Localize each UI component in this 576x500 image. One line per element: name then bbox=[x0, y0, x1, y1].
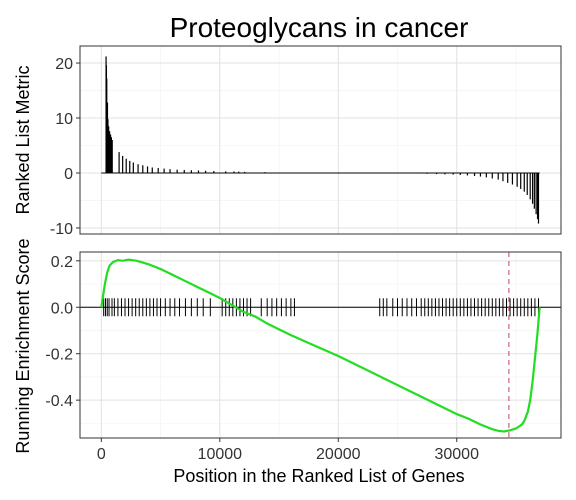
y-tick-label: 20 bbox=[55, 56, 73, 73]
bottom-y-axis-label: Running Enrichment Score bbox=[13, 238, 33, 453]
x-axis-label: Position in the Ranked List of Genes bbox=[173, 466, 464, 486]
x-tick-label: 20000 bbox=[316, 446, 361, 463]
top-y-axis-label: Ranked List Metric bbox=[13, 65, 33, 214]
bottom-panel-background bbox=[80, 252, 561, 438]
x-ticks: 0 10000 20000 30000 bbox=[97, 438, 479, 463]
ranked-metric-bars bbox=[105, 56, 540, 224]
y-tick-label: -10 bbox=[50, 221, 73, 238]
y-tick-label: 0 bbox=[64, 166, 73, 183]
gene-hit-ticks bbox=[103, 298, 539, 317]
top-panel-border bbox=[79, 45, 562, 235]
running-enrichment-line bbox=[100, 258, 541, 433]
y-tick-label: 0.2 bbox=[51, 254, 73, 271]
x-tick-label: 0 bbox=[97, 446, 106, 463]
y-tick-label: 10 bbox=[55, 111, 73, 128]
top-panel-background bbox=[80, 46, 561, 234]
y-tick-label: -0.2 bbox=[45, 347, 73, 364]
top-panel: -10 0 10 20 bbox=[50, 45, 562, 238]
bottom-panel: -0.4 -0.2 0.0 0.2 0 10000 20000 30000 bbox=[45, 251, 562, 463]
bottom-panel-border bbox=[79, 251, 562, 439]
x-tick-label: 30000 bbox=[434, 446, 479, 463]
x-tick-label: 10000 bbox=[198, 446, 243, 463]
chart-title: Proteoglycans in cancer bbox=[170, 12, 469, 43]
y-tick-label: 0.0 bbox=[51, 300, 73, 317]
y-tick-label: -0.4 bbox=[45, 393, 73, 410]
top-y-ticks: -10 0 10 20 bbox=[50, 56, 80, 238]
bottom-y-ticks: -0.4 -0.2 0.0 0.2 bbox=[45, 254, 80, 410]
